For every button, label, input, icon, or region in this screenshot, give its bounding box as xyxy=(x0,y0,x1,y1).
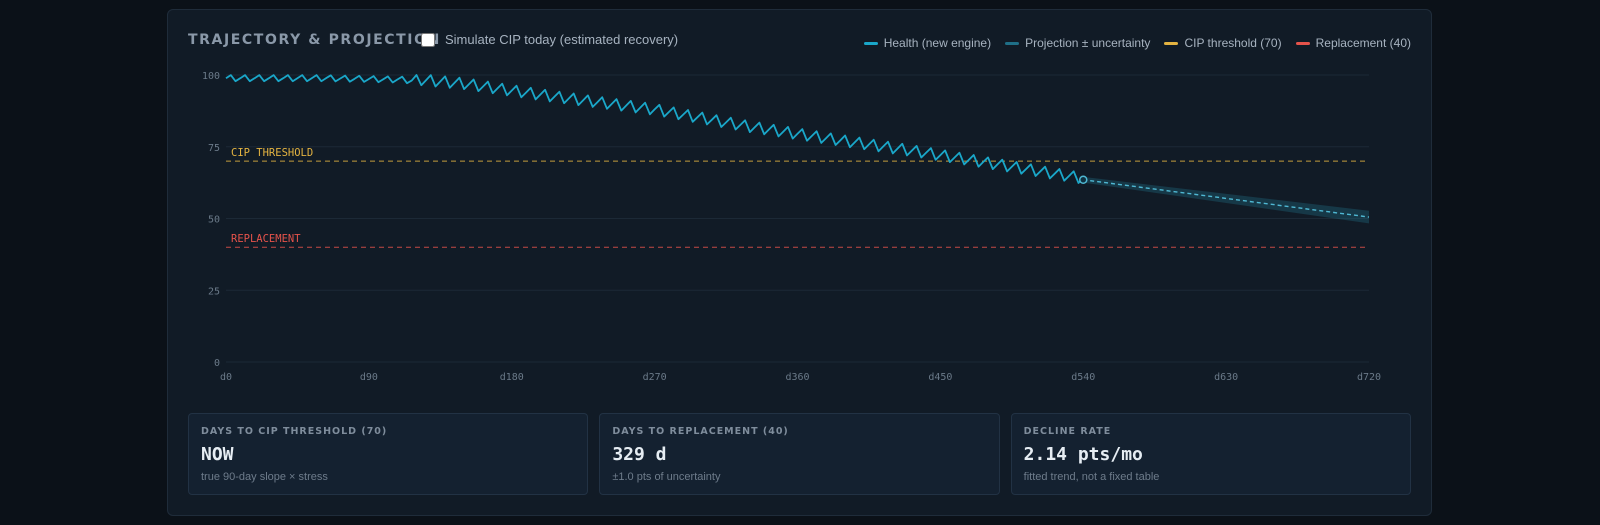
simulate-cip-label: Simulate CIP today (estimated recovery) xyxy=(445,32,679,47)
card-label-days-to-cip: DAYS TO CIP THRESHOLD (70) xyxy=(201,426,388,437)
chart-legend: Health (new engine) Projection ± uncerta… xyxy=(863,36,1411,50)
x-tick-label: d270 xyxy=(643,372,667,383)
current-health-point xyxy=(1079,175,1088,185)
y-tick-label: 100 xyxy=(202,71,220,82)
y-tick-label: 50 xyxy=(208,215,220,226)
x-tick-label: d90 xyxy=(360,372,378,383)
y-tick-label: 75 xyxy=(208,143,220,154)
x-tick-label: d0 xyxy=(220,372,232,383)
x-tick-label: d630 xyxy=(1214,372,1238,383)
legend-swatch-health xyxy=(863,41,878,45)
card-sub-days-to-replacement: ±1.0 pts of uncertainty xyxy=(612,471,721,483)
x-tick-label: d720 xyxy=(1357,372,1381,383)
stat-cards: DAYS TO CIP THRESHOLD (70) NOW true 90-d… xyxy=(188,413,1411,495)
y-tick-label: 0 xyxy=(214,358,220,369)
health-chart: 0 25 50 75 100 d0 d90 d180 d270 d360 d450 d540 d630 d… xyxy=(202,71,1381,383)
card-decline-rate: DECLINE RATE 2.14 pts/mo fitted trend, n… xyxy=(1010,413,1411,495)
threshold-label: REPLACEMENT xyxy=(231,233,301,245)
simulate-cip-toggle[interactable]: Simulate CIP today (estimated recovery) xyxy=(421,32,678,47)
x-tick-label: d360 xyxy=(785,372,809,383)
card-days-to-replacement: DAYS TO REPLACEMENT (40) 329 d ±1.0 pts … xyxy=(599,413,1000,495)
card-days-to-cip: DAYS TO CIP THRESHOLD (70) NOW true 90-d… xyxy=(188,413,589,495)
legend-label-cip: CIP threshold (70) xyxy=(1184,36,1282,50)
legend-item-cip: CIP threshold (70) xyxy=(1164,36,1282,50)
legend-swatch-projection xyxy=(1005,41,1020,45)
y-tick-label: 25 xyxy=(208,286,220,297)
x-tick-label: d450 xyxy=(928,372,952,383)
trajectory-panel: TRAJECTORY & PROJECTION Simulate CIP tod… xyxy=(167,9,1432,516)
panel-title: TRAJECTORY & PROJECTION xyxy=(188,32,441,48)
x-tick-label: d180 xyxy=(500,372,524,383)
card-value-days-to-cip: NOW xyxy=(201,444,234,465)
legend-swatch-replacement xyxy=(1295,41,1310,45)
card-sub-decline-rate: fitted trend, not a fixed table xyxy=(1023,471,1160,483)
legend-item-health: Health (new engine) xyxy=(863,36,992,50)
projection-line xyxy=(1083,179,1370,218)
health-line xyxy=(225,74,1084,184)
legend-label-projection: Projection ± uncertainty xyxy=(1025,36,1151,50)
projection-uncertainty-band xyxy=(1083,176,1369,224)
legend-label-replacement: Replacement (40) xyxy=(1315,36,1411,50)
card-value-decline-rate: 2.14 pts/mo xyxy=(1023,444,1143,465)
x-tick-label: d540 xyxy=(1071,372,1095,383)
threshold-label: CIP THRESHOLD xyxy=(231,147,313,159)
card-label-decline-rate: DECLINE RATE xyxy=(1023,426,1112,437)
card-value-days-to-replacement: 329 d xyxy=(612,444,667,465)
card-sub-days-to-cip: true 90-day slope × stress xyxy=(201,471,328,483)
legend-swatch-cip xyxy=(1164,41,1179,45)
card-label-days-to-replacement: DAYS TO REPLACEMENT (40) xyxy=(612,426,789,437)
legend-label-health: Health (new engine) xyxy=(883,36,992,50)
simulate-cip-checkbox[interactable] xyxy=(421,32,435,47)
legend-item-projection: Projection ± uncertainty xyxy=(1005,36,1150,50)
legend-item-replacement: Replacement (40) xyxy=(1295,36,1411,50)
